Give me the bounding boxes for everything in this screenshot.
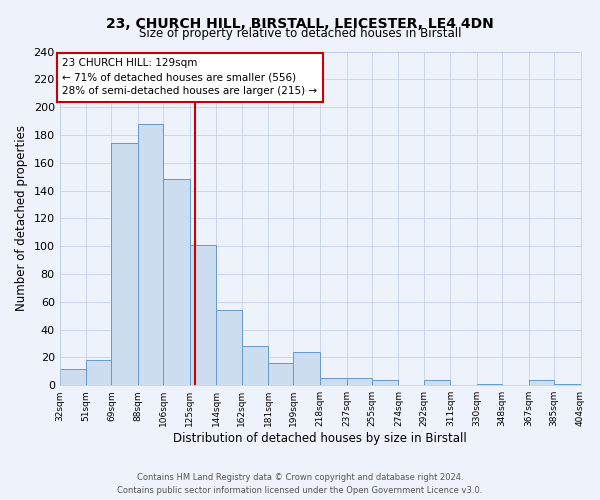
Text: 23, CHURCH HILL, BIRSTALL, LEICESTER, LE4 4DN: 23, CHURCH HILL, BIRSTALL, LEICESTER, LE… (106, 18, 494, 32)
Bar (242, 346, 268, 385)
Bar (293, 352, 320, 385)
Bar (217, 310, 242, 385)
Bar (554, 384, 581, 385)
X-axis label: Distribution of detached houses by size in Birstall: Distribution of detached houses by size … (173, 432, 467, 445)
Bar (347, 378, 372, 385)
Bar (529, 380, 554, 385)
Bar (112, 144, 138, 385)
Bar (59, 368, 86, 385)
Bar (424, 380, 450, 385)
Text: 23 CHURCH HILL: 129sqm
← 71% of detached houses are smaller (556)
28% of semi-de: 23 CHURCH HILL: 129sqm ← 71% of detached… (62, 58, 317, 96)
Bar (163, 180, 190, 385)
Bar (138, 124, 163, 385)
Text: Contains HM Land Registry data © Crown copyright and database right 2024.
Contai: Contains HM Land Registry data © Crown c… (118, 474, 482, 495)
Bar (190, 245, 217, 385)
Bar (268, 363, 293, 385)
Text: Size of property relative to detached houses in Birstall: Size of property relative to detached ho… (139, 28, 461, 40)
Bar (86, 360, 112, 385)
Bar (320, 378, 347, 385)
Bar (372, 380, 398, 385)
Bar (477, 384, 502, 385)
Y-axis label: Number of detached properties: Number of detached properties (15, 126, 28, 312)
